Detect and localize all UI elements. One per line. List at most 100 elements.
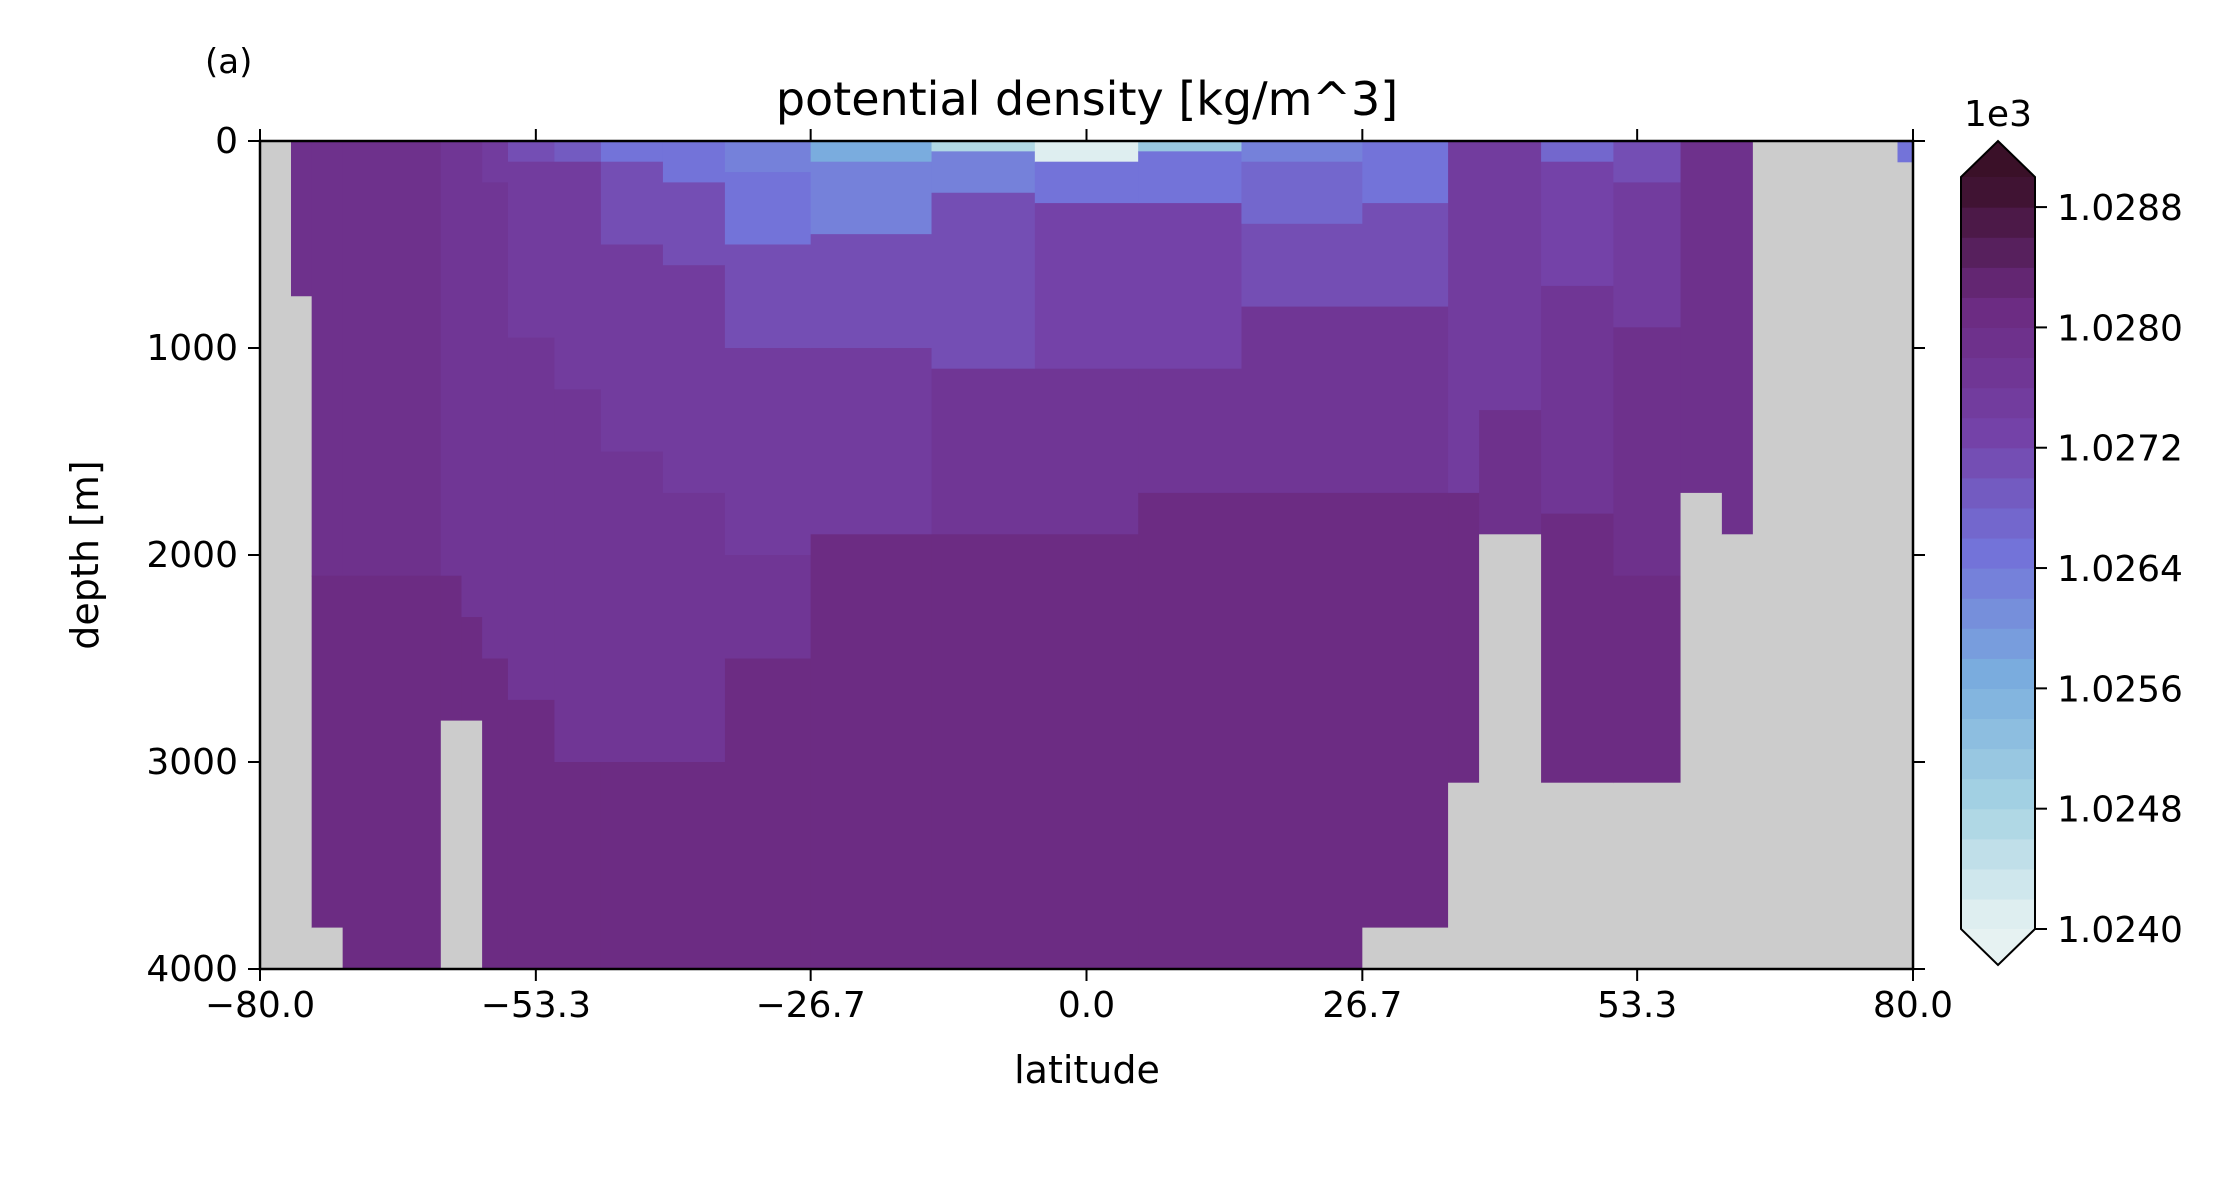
colorbar-segment: [1961, 658, 2035, 689]
density-cell: [1613, 141, 1682, 183]
density-cell: [1034, 161, 1139, 204]
density-cell: [1613, 327, 1682, 577]
land-mask-cell: [461, 927, 483, 969]
density-cell: [1138, 492, 1243, 969]
density-cell: [724, 172, 812, 246]
colorbar-tick-label: 1.0240: [2057, 910, 2183, 951]
colorbar-segment: [1961, 748, 2035, 780]
density-cell: [662, 141, 726, 183]
colorbar-segment: [1961, 718, 2035, 750]
density-cell: [507, 141, 556, 163]
colorbar-tick-label: 1.0264: [2057, 549, 2183, 590]
density-cell: [1541, 141, 1614, 163]
density-cell: [1138, 203, 1243, 370]
density-cell: [1897, 141, 1913, 163]
density-cell: [662, 182, 726, 266]
colorbar-segment: [1961, 898, 2035, 930]
density-cell: [1479, 410, 1542, 535]
colorbar-segment: [1961, 537, 2035, 569]
density-cell: [1721, 141, 1754, 535]
density-cell: [1241, 161, 1363, 225]
colorbar-segment: [1961, 327, 2035, 359]
density-cell: [507, 161, 556, 339]
colorbar-tick-label: 1.0248: [2057, 790, 2183, 831]
density-cell: [1541, 513, 1614, 784]
density-field: [260, 141, 1913, 969]
colorbar-offset-label: 1e3: [1964, 94, 2032, 135]
density-cell: [342, 141, 442, 577]
density-cell: [461, 617, 483, 722]
x-tick-label: −53.3: [481, 985, 591, 1026]
x-tick-label: 53.3: [1597, 985, 1677, 1026]
density-cell: [342, 575, 442, 969]
density-cell: [1034, 534, 1139, 969]
density-cell: [1541, 285, 1614, 515]
density-cell: [1241, 223, 1363, 308]
colorbar-tick-label: 1.0288: [2057, 188, 2183, 229]
land-mask-cell: [1362, 927, 1449, 969]
density-cell: [1138, 151, 1243, 204]
density-cell: [724, 555, 812, 660]
colorbar-segment: [1961, 598, 2035, 629]
density-cell: [1613, 182, 1682, 328]
colorbar-segment: [1961, 207, 2035, 238]
density-cell: [1034, 368, 1139, 535]
density-cell: [1680, 141, 1723, 494]
x-tick-label: 0.0: [1058, 985, 1115, 1026]
density-cell: [931, 534, 1036, 969]
land-mask-cell: [1613, 782, 1682, 969]
density-cell: [461, 141, 483, 618]
x-tick-label: 26.7: [1322, 985, 1402, 1026]
density-cell: [554, 762, 602, 969]
y-tick-label: 4000: [146, 949, 238, 990]
density-cell: [810, 141, 933, 163]
colorbar-segment: [1961, 507, 2035, 539]
density-cell: [724, 348, 812, 556]
density-cell: [662, 265, 726, 494]
density-cell: [290, 141, 313, 297]
colorbar-segment: [1961, 297, 2035, 328]
colorbar-axis: 1.0240 1.0248 1.0256 1.0264 1.0272 1.0280 1.02…: [2035, 188, 2183, 951]
density-cell: [1448, 141, 1480, 494]
colorbar-segment: [1961, 177, 2035, 208]
density-cell: [1613, 575, 1682, 784]
y-tick-label: 1000: [146, 328, 238, 369]
colorbar-extend-min: [1961, 929, 2035, 965]
density-cell: [600, 244, 664, 453]
land-mask-cell: [260, 141, 292, 969]
panel-label: (a): [205, 42, 252, 82]
density-cell: [931, 141, 1036, 152]
colorbar-segment: [1961, 267, 2035, 298]
colorbar-segment: [1961, 387, 2035, 419]
density-cell: [810, 234, 933, 349]
density-cell: [1138, 368, 1243, 494]
density-cell: [311, 141, 344, 577]
density-cell: [1241, 306, 1363, 494]
land-mask-cell: [311, 927, 344, 969]
density-cell: [810, 534, 933, 969]
colorbar: [1960, 139, 2036, 967]
density-cell: [600, 762, 664, 969]
land-mask-cell: [1541, 782, 1614, 969]
colorbar-segment: [1961, 568, 2035, 599]
density-cell: [554, 389, 602, 763]
y-tick-label: 0: [215, 121, 238, 162]
land-mask-cell: [1680, 492, 1723, 969]
land-mask-cell: [461, 720, 483, 929]
density-cell: [1479, 141, 1542, 411]
density-cell: [1138, 141, 1243, 152]
colorbar-segment: [1961, 868, 2035, 900]
density-cell: [600, 161, 664, 246]
x-axis-label: latitude: [1014, 1048, 1160, 1092]
density-cell: [662, 762, 726, 969]
land-mask-cell: [1448, 782, 1480, 969]
density-cell: [810, 348, 933, 535]
land-mask-cell: [440, 720, 463, 969]
density-cell: [724, 244, 812, 349]
density-cell: [1448, 492, 1480, 784]
density-cell: [662, 492, 726, 763]
y-tick-label: 3000: [146, 742, 238, 783]
land-mask-cell: [1479, 534, 1542, 969]
density-cell: [600, 141, 664, 163]
colorbar-segment: [1961, 688, 2035, 720]
